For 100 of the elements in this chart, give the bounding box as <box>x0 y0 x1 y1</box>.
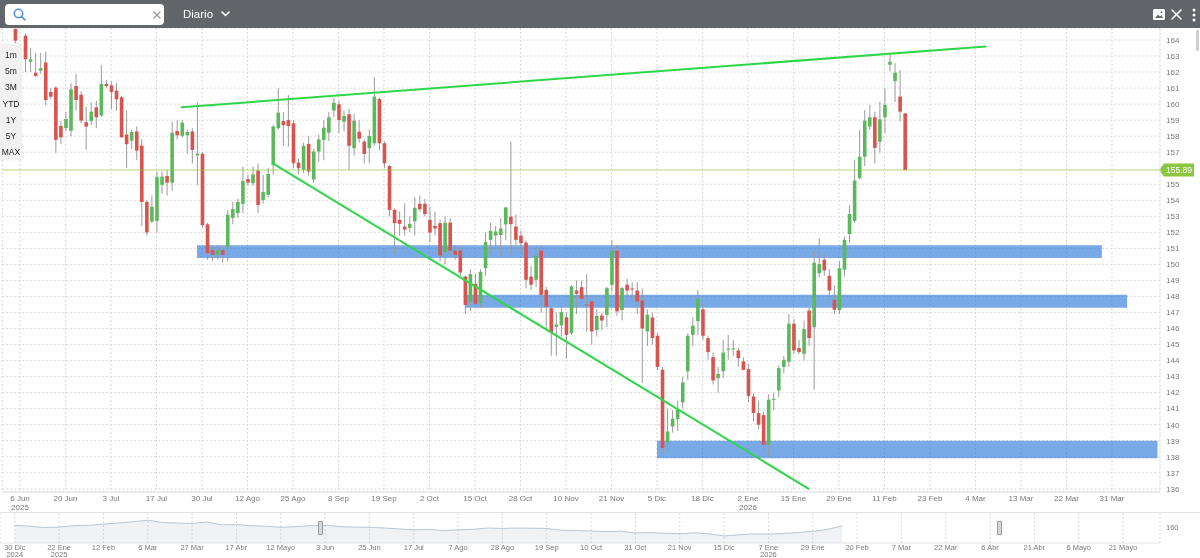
candlestick <box>367 129 372 164</box>
y-tick-label: 144 <box>1166 356 1180 366</box>
candlestick <box>691 316 695 347</box>
x-tick-label: 25 Ago <box>280 494 306 503</box>
candlestick <box>332 97 336 118</box>
y-tick-label: 143 <box>1166 372 1180 382</box>
candlestick <box>509 141 513 256</box>
candlestick <box>503 206 508 241</box>
candlestick <box>498 217 503 257</box>
x-tick-label: 29 Ene <box>826 494 853 503</box>
y-tick-label: 157 <box>1166 148 1180 158</box>
candlestick <box>711 352 715 386</box>
annotation: 3M <box>4 81 18 94</box>
y-tick-label: 139 <box>1166 436 1180 446</box>
candlestick <box>251 166 255 187</box>
text: Diario <box>183 7 214 21</box>
y-tick-label: 147 <box>1166 308 1180 318</box>
candlestick <box>620 286 624 321</box>
y-tick-label: 149 <box>1166 276 1180 286</box>
x-tick-label: 6 Jun 2025 <box>10 494 30 512</box>
candlestick <box>165 169 169 196</box>
x-tick-label: 12 Ago <box>235 494 261 503</box>
x-tick-label: 22 Mar <box>1054 494 1080 503</box>
x-tick-label: 19 Sep <box>371 494 398 503</box>
x-tick-label: 13 Mar <box>1008 494 1034 503</box>
x-tick-label: 4 Mar <box>965 494 987 503</box>
y-tick-label: 148 <box>1166 292 1180 302</box>
annotation: 1m <box>4 49 18 61</box>
candlestick <box>246 174 250 187</box>
candlestick <box>731 339 736 357</box>
annotation: 5Y <box>4 130 18 142</box>
y-tick-label: 154 <box>1166 196 1180 206</box>
y-tick-label: 151 <box>1166 244 1180 254</box>
y-tick-label: 159 <box>1166 116 1180 125</box>
y-tick-label: 141 <box>1166 404 1180 414</box>
candlestick <box>342 110 346 132</box>
x-tick-label: 30 Jul <box>191 494 213 503</box>
x-tick-label: 3 Jul <box>102 494 120 503</box>
x-tick-label: 17 Jul <box>145 494 168 503</box>
candlestick <box>883 87 887 134</box>
candlestick <box>696 289 700 336</box>
x-tick-label: 15 Oct <box>463 494 488 503</box>
annotation: 1Y <box>4 113 18 126</box>
candlestick <box>878 101 882 154</box>
candlestick <box>721 339 725 379</box>
x-tick-label: 31 Mar <box>1099 494 1125 503</box>
y-tick-label: 162 <box>1166 67 1180 77</box>
annotation: YTD <box>1 97 21 110</box>
y-tick-label: 138 <box>1166 452 1180 462</box>
candlestick <box>175 119 179 140</box>
y-tick-label: 153 <box>1166 212 1180 222</box>
candlestick <box>84 106 88 151</box>
y-tick-label: 155 <box>1166 180 1180 190</box>
candlestick <box>726 334 731 361</box>
candlestick <box>898 69 902 123</box>
x-tick-label: 21 Nov <box>598 494 625 503</box>
x-tick-label: 20 Jun <box>53 494 78 503</box>
y-tick-label: 140 <box>1166 420 1180 430</box>
candlestick <box>716 366 720 394</box>
candlestick <box>549 305 554 357</box>
y-tick-label: 158 <box>1166 132 1180 142</box>
y-tick-label: 145 <box>1166 340 1180 350</box>
x-tick-label: 28 Oct <box>508 494 534 503</box>
y-tick-label: 137 <box>1166 468 1180 478</box>
x-tick-label: 11 Feb <box>872 494 898 503</box>
candlestick <box>776 364 781 398</box>
candlestick <box>594 308 599 338</box>
candlestick <box>94 100 99 129</box>
candlestick <box>28 47 33 73</box>
annotation: 5m <box>4 65 18 78</box>
y-tick-label: 164 <box>1166 35 1180 45</box>
ref-line-label: 155.89 <box>1166 164 1193 175</box>
x-tick-label: 23 Feb <box>917 494 943 503</box>
candlestick <box>888 53 892 73</box>
y-tick-label: 152 <box>1166 228 1180 238</box>
candlestick <box>893 62 897 103</box>
candlestick <box>357 119 361 144</box>
candlestick <box>822 254 827 277</box>
candlestick <box>89 102 94 126</box>
y-tick-label: 136 <box>1166 484 1180 494</box>
y-tick-label: 146 <box>1166 324 1180 334</box>
annotation: MAX <box>0 146 22 159</box>
x-tick-label: 15 Ene <box>780 494 807 503</box>
x-tick-label: 18 Dic <box>691 494 714 503</box>
candlestick <box>38 52 43 75</box>
x-tick-label: 2 Oct <box>419 494 440 503</box>
x-tick-label: 2 Ene 2026 <box>737 494 759 512</box>
candlestick <box>706 335 710 361</box>
x-tick-label: 8 Sep <box>328 494 350 503</box>
candlestick <box>362 138 367 164</box>
y-tick-label: 160 <box>1166 99 1180 109</box>
y-tick-label: 163 <box>1166 51 1180 61</box>
y-tick-label: 142 <box>1166 388 1180 398</box>
x-tick-label: 5 Dic <box>647 494 667 503</box>
candlestick <box>412 196 417 237</box>
y-tick-label: 161 <box>1166 83 1180 93</box>
x-tick-label: 10 Nov <box>553 494 579 503</box>
y-tick-label: 150 <box>1166 260 1180 270</box>
candlestick <box>337 100 341 134</box>
candlestick <box>680 376 685 410</box>
